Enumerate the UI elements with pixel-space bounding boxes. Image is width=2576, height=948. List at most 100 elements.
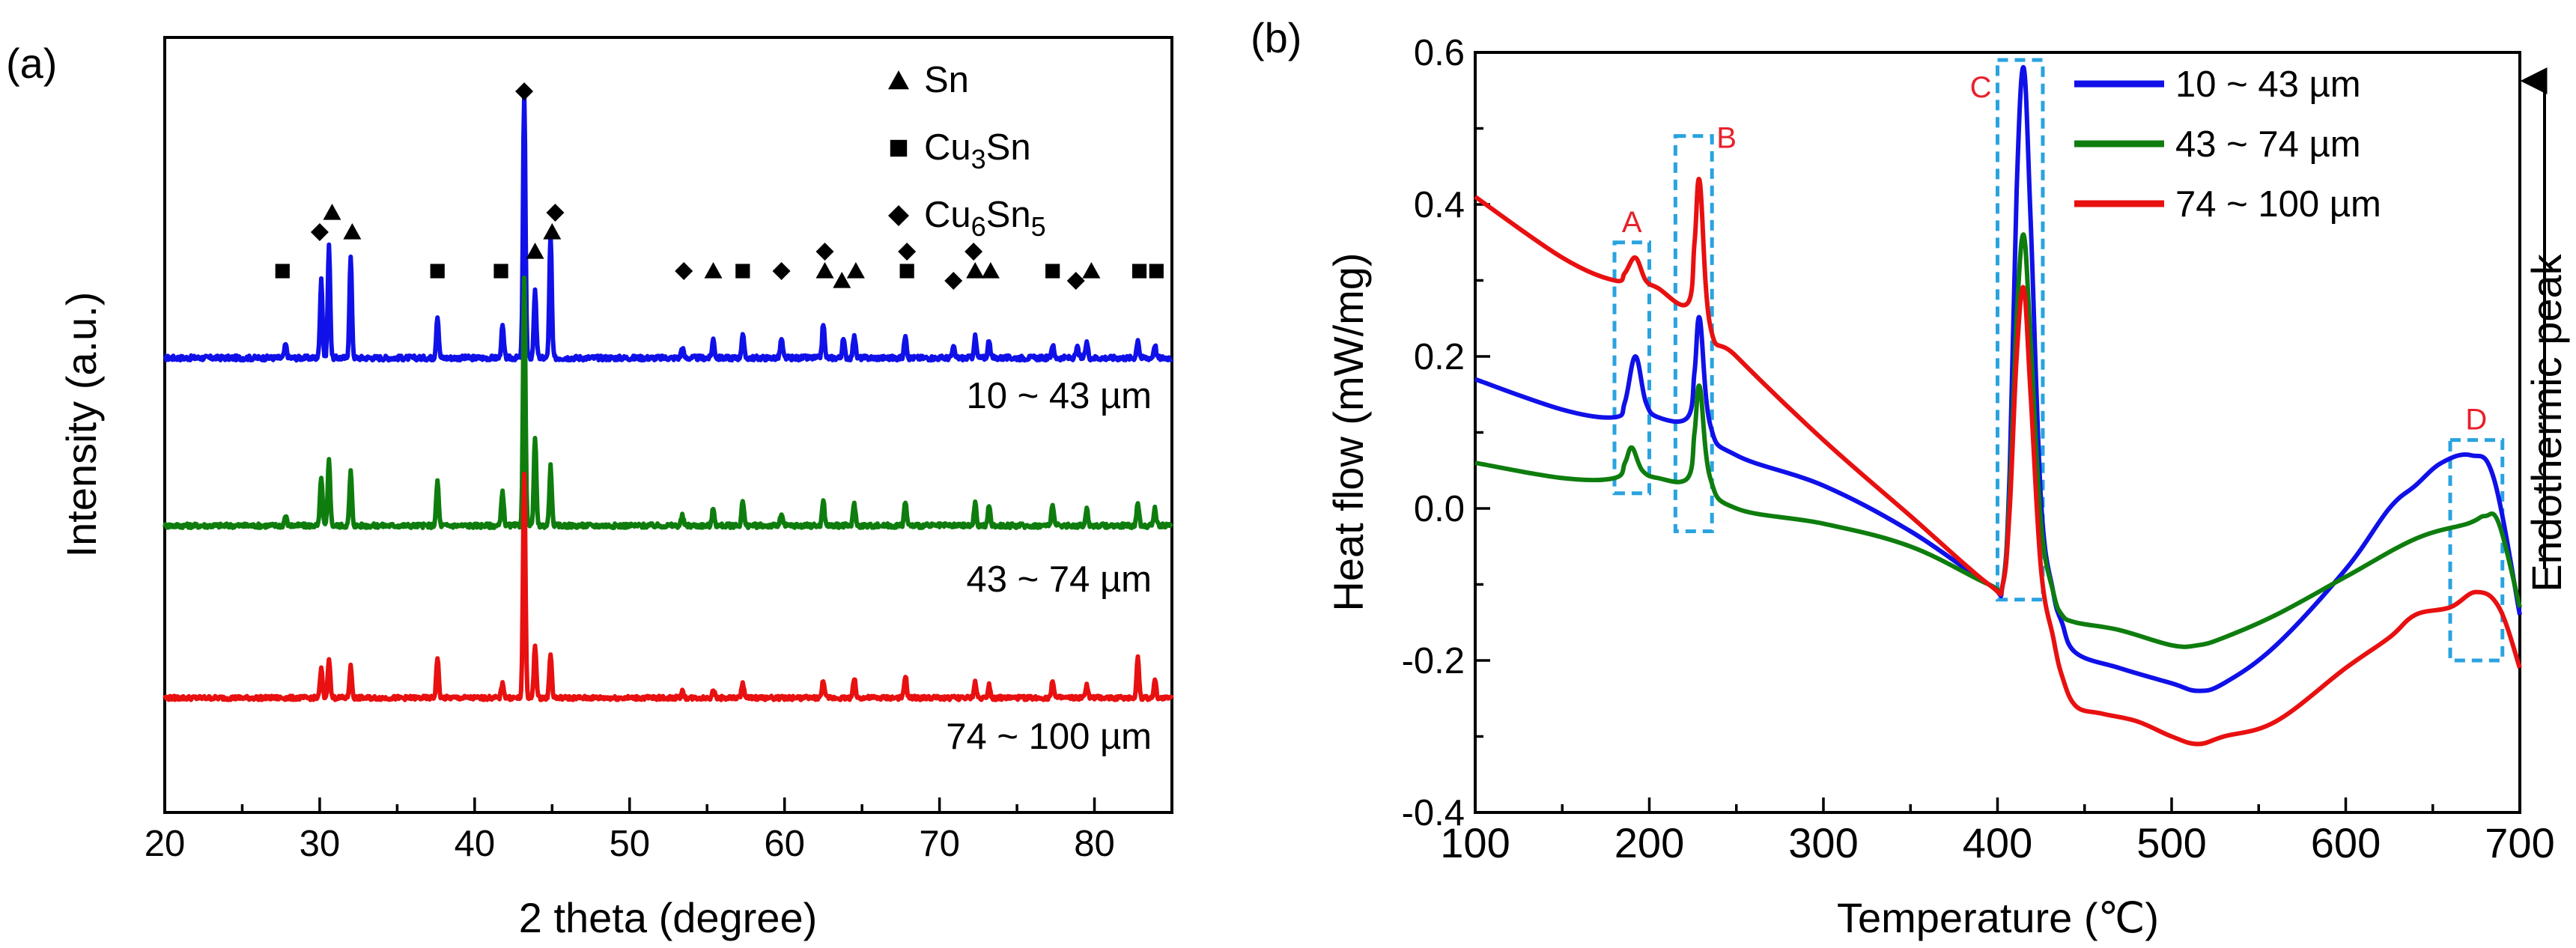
x-tick-label: 20 [145, 824, 186, 864]
legend-label: 43 ~ 74 µm [2175, 124, 2361, 165]
panel-a: (a) 20 30 40 50 60 70 80 Sn Cu3Sn Cu6Sn5 10 ~ … [6, 36, 1174, 941]
diamond-marker-icon [772, 262, 791, 280]
legend-label: 10 ~ 43 µm [2175, 64, 2361, 105]
x-tick-label: 500 [2136, 819, 2206, 866]
triangle-marker-icon [704, 262, 723, 279]
endothermic-indicator: Endothermic peak [2520, 67, 2570, 592]
diamond-marker-icon [515, 82, 534, 100]
square-marker-icon [275, 264, 290, 279]
legend-cu3sn-label: Cu3Sn [924, 127, 1031, 174]
xrd-pattern-1 [162, 275, 1174, 530]
peak-region-label: C [1970, 71, 1992, 104]
square-marker-icon [890, 139, 908, 157]
legend-entry: 74 ~ 100 µm [2074, 184, 2381, 225]
square-marker-icon [1045, 264, 1060, 279]
triangle-marker-icon [833, 272, 851, 288]
diamond-marker-icon [898, 243, 917, 261]
diamond-marker-icon [888, 205, 909, 226]
triangle-marker-icon [888, 70, 909, 90]
y-tick-label: 0.6 [1414, 33, 1465, 73]
pattern-label-74-100: 74 ~ 100 µm [946, 717, 1152, 757]
peak-region-label: B [1716, 122, 1737, 155]
panel-b-curves [1474, 64, 2522, 747]
panel-a-legend: Sn Cu3Sn Cu6Sn5 [888, 60, 1046, 242]
xrd-pattern-2 [162, 471, 1174, 702]
legend-label: 74 ~ 100 µm [2175, 184, 2381, 225]
x-tick-label: 70 [919, 824, 960, 864]
x-tick-label: 200 [1614, 819, 1684, 866]
square-marker-icon [890, 139, 908, 157]
panel-a-patterns [162, 91, 1174, 702]
panel-b-x-axis-title: Temperature (℃) [1837, 894, 2159, 941]
triangle-marker-icon [815, 262, 834, 279]
diamond-marker-icon [944, 272, 963, 290]
dsc-curve-2 [1474, 177, 2522, 747]
x-tick-label: 30 [300, 824, 341, 864]
diamond-marker-icon [965, 243, 983, 261]
x-tick-label: 300 [1788, 819, 1858, 866]
y-tick-label: 0.2 [1414, 337, 1465, 377]
legend-sn: Sn [888, 60, 969, 100]
x-tick-label: 50 [610, 824, 651, 864]
square-marker-icon [1131, 264, 1147, 279]
dsc-curve-1 [1474, 232, 2522, 649]
diamond-marker-icon [675, 262, 693, 280]
pattern-label-43-74: 43 ~ 74 µm [966, 559, 1152, 600]
panel-b-y-axis-title: Heat flow (mW/mg) [1325, 252, 1372, 611]
panel-a-x-ticks: 20 30 40 50 60 70 80 [145, 797, 1115, 864]
panel-b-peak-regions: A B C D [1612, 58, 2505, 663]
legend-sn-label: Sn [924, 60, 969, 100]
peak-region-b [1673, 134, 1714, 533]
triangle-marker-icon [1082, 262, 1101, 279]
y-tick-label: 0.0 [1414, 489, 1465, 529]
peak-region-c [1996, 58, 2045, 602]
legend-cu6sn5-label: Cu6Sn5 [924, 195, 1046, 242]
x-tick-label: 40 [455, 824, 496, 864]
square-marker-icon [430, 264, 445, 279]
diamond-marker-icon [546, 204, 565, 222]
triangle-marker-icon [846, 262, 865, 279]
x-tick-label: 80 [1074, 824, 1115, 864]
x-tick-label: 600 [2311, 819, 2381, 866]
peak-region-label: D [2465, 404, 2487, 437]
legend-entry: 43 ~ 74 µm [2074, 124, 2361, 165]
triangle-marker-icon [343, 223, 362, 240]
legend-cu6sn5: Cu6Sn5 [888, 195, 1046, 242]
square-marker-icon [1149, 264, 1164, 279]
legend-entry: 10 ~ 43 µm [2074, 64, 2361, 105]
endothermic-peak-label: Endothermic peak [2523, 253, 2570, 592]
square-marker-icon [899, 264, 914, 279]
peak-region-label: A [1622, 206, 1642, 239]
x-tick-label: 60 [764, 824, 805, 864]
y-tick-label: -0.2 [1402, 641, 1465, 681]
diamond-marker-icon [888, 205, 909, 226]
panel-a-phase-markers [275, 82, 1164, 290]
triangle-marker-icon [323, 204, 341, 220]
legend-cu3sn: Cu3Sn [890, 127, 1031, 174]
x-tick-label: 100 [1440, 819, 1510, 866]
peak-region-a [1612, 240, 1651, 496]
panel-a-label: (a) [6, 40, 57, 87]
x-tick-label: 700 [2485, 819, 2554, 866]
triangle-marker-icon [543, 223, 562, 240]
panel-a-frame [163, 36, 1173, 814]
peak-region-d [2448, 438, 2505, 663]
square-marker-icon [493, 264, 508, 279]
diamond-marker-icon [310, 223, 329, 241]
triangle-marker-icon [526, 243, 544, 259]
triangle-marker-icon [981, 262, 1000, 279]
xrd-pattern-0 [163, 91, 1174, 363]
panel-b-ticks: 100 200 300 400 500 600 700 -0.4 -0.2 0.0 0.2 0.4 0.… [1402, 33, 2555, 866]
panel-a-x-axis-title: 2 theta (degree) [519, 894, 817, 941]
x-tick-label: 400 [1963, 819, 2032, 866]
panel-a-y-axis-title: Intensity (a.u.) [58, 292, 105, 558]
panel-b-label: (b) [1251, 14, 1301, 61]
square-marker-icon [735, 264, 750, 279]
diamond-marker-icon [1066, 272, 1085, 290]
panel-b-legend: 10 ~ 43 µm 43 ~ 74 µm 74 ~ 100 µm [2074, 64, 2381, 225]
y-tick-label: 0.4 [1414, 185, 1465, 225]
y-tick-label: -0.4 [1402, 793, 1465, 833]
diamond-marker-icon [815, 243, 834, 261]
triangle-marker-icon [966, 262, 985, 279]
